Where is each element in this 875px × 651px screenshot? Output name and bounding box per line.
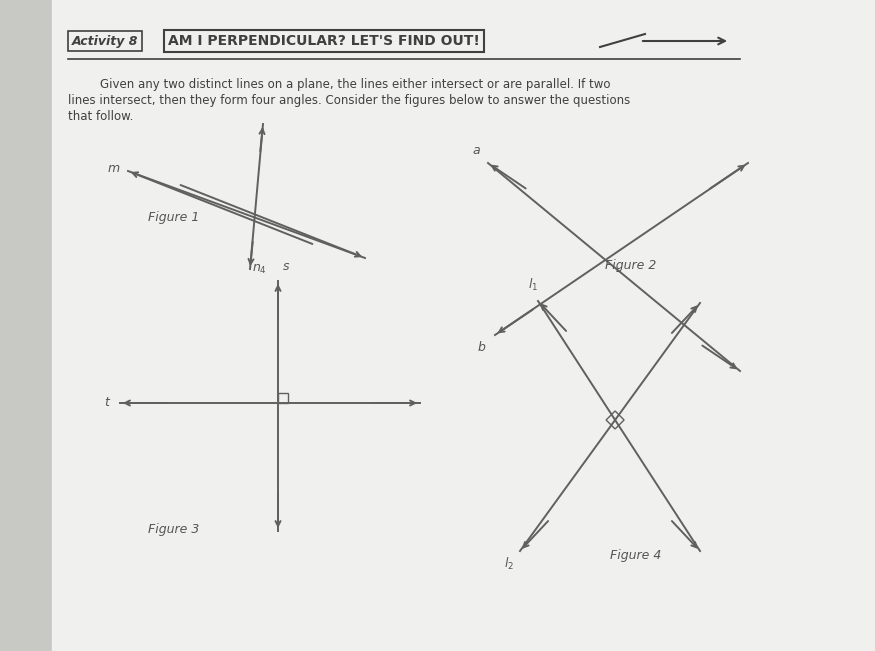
Text: s: s	[283, 260, 290, 273]
Text: $n_4$: $n_4$	[252, 263, 267, 276]
Text: lines intersect, then they form four angles. Consider the figures below to answe: lines intersect, then they form four ang…	[68, 94, 630, 107]
Text: a: a	[472, 144, 480, 157]
Text: $l_2$: $l_2$	[504, 556, 514, 572]
Text: $l_1$: $l_1$	[528, 277, 538, 293]
Bar	[278, 393, 288, 403]
Text: m: m	[108, 161, 120, 174]
Bar	[0, 0, 52, 651]
Text: Figure 3: Figure 3	[148, 523, 200, 536]
Text: Figure 2: Figure 2	[605, 259, 656, 272]
Text: t: t	[104, 396, 108, 409]
Text: Activity 8: Activity 8	[72, 35, 138, 48]
Text: AM I PERPENDICULAR? LET'S FIND OUT!: AM I PERPENDICULAR? LET'S FIND OUT!	[168, 34, 480, 48]
Text: b: b	[478, 341, 486, 354]
Text: that follow.: that follow.	[68, 110, 133, 123]
Text: Figure 4: Figure 4	[610, 549, 662, 562]
Text: Figure 1: Figure 1	[148, 211, 200, 224]
Text: Given any two distinct lines on a plane, the lines either intersect or are paral: Given any two distinct lines on a plane,…	[100, 78, 611, 91]
